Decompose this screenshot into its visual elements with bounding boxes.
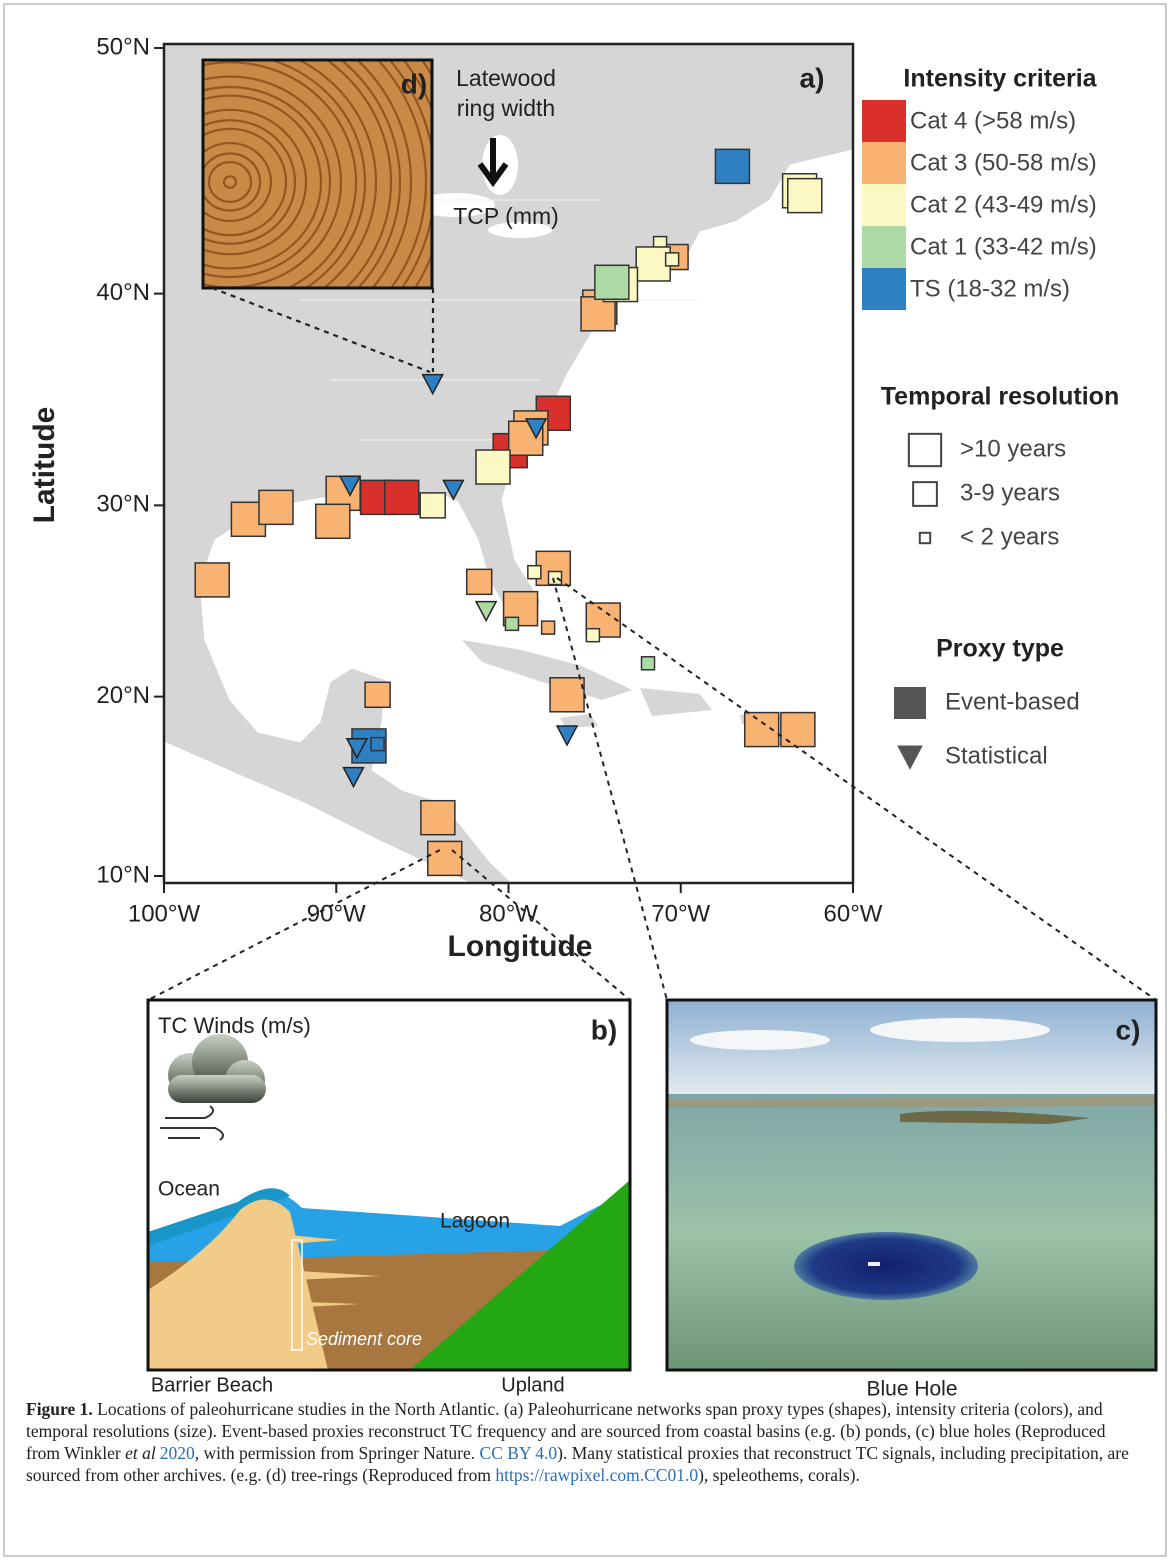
inset-title: TC Winds (m/s) <box>158 1013 311 1038</box>
legend-label: Cat 3 (50-58 m/s) <box>910 149 1097 176</box>
legend-label: TS (18-32 m/s) <box>910 275 1070 302</box>
square-marker <box>365 682 390 707</box>
inset-text: Ocean <box>158 1178 220 1201</box>
x-tick-label: 100°W <box>128 900 201 927</box>
legend-swatch <box>862 268 906 310</box>
figure-page: a) Longitude Latitude Intensity criteria… <box>0 0 1171 1561</box>
figure-caption: Figure 1. Locations of paleohurricane st… <box>26 1398 1141 1486</box>
inset-text: ring width <box>457 95 555 121</box>
legend-swatch <box>862 100 906 142</box>
legend-label: Cat 1 (33-42 m/s) <box>910 233 1097 260</box>
x-tick-label: 80°W <box>479 900 538 927</box>
size-legend-label: 3-9 years <box>960 479 1060 506</box>
triangle-marker <box>897 745 923 769</box>
x-tick-label: 70°W <box>651 900 710 927</box>
square-marker <box>195 563 229 597</box>
legend-swatch <box>862 142 906 184</box>
size-legend-label: >10 years <box>960 435 1066 462</box>
shape-legend-title: Proxy type <box>936 635 1064 663</box>
x-axis-label: Longitude <box>448 930 593 963</box>
caption-italic: et al <box>125 1443 156 1463</box>
caption-link[interactable]: CC BY 4.0 <box>480 1443 558 1463</box>
square-marker <box>528 566 541 579</box>
square-marker <box>595 265 629 299</box>
legend-label: Cat 2 (43-49 m/s) <box>910 191 1097 218</box>
inset-text: TCP (mm) <box>453 203 559 229</box>
size-legend-title: Temporal resolution <box>881 383 1119 411</box>
inset-text: Barrier Beach <box>151 1374 273 1396</box>
square-marker <box>781 713 815 747</box>
y-tick-label: 20°N <box>96 682 150 709</box>
square-marker <box>467 569 492 594</box>
shape-legend-label: Event-based <box>945 688 1080 715</box>
square-marker <box>550 678 584 712</box>
square-marker <box>476 450 510 484</box>
square-marker <box>316 504 350 538</box>
size-legend-marker <box>913 482 937 506</box>
caption-plain: , with permission from Springer Nature. <box>195 1443 480 1463</box>
square-marker <box>586 629 599 642</box>
square-marker <box>385 480 419 514</box>
inset-text: Sediment core <box>306 1329 422 1349</box>
inset-b: TC Winds (m/s) b) Ocean Lagoon Sediment … <box>148 1000 630 1396</box>
caption-link[interactable]: https://rawpixel.com.CC01.0 <box>495 1465 698 1485</box>
square-marker <box>894 687 926 719</box>
caption-plain: ), speleothems, corals). <box>698 1465 860 1485</box>
y-tick-label: 50°N <box>96 33 150 60</box>
inset-text: Upland <box>501 1374 564 1396</box>
size-legend-marker <box>909 434 941 466</box>
caption-link[interactable]: 2020 <box>160 1443 195 1463</box>
y-axis-label: Latitude <box>28 407 61 524</box>
square-marker <box>428 841 462 875</box>
panel-label: a) <box>800 62 825 93</box>
inset-c: c) Blue Hole <box>667 1000 1156 1401</box>
size-legend-label: < 2 years <box>960 523 1059 550</box>
shape-legend-label: Statistical <box>945 742 1048 769</box>
square-marker <box>642 657 655 670</box>
y-tick-label: 10°N <box>96 861 150 888</box>
square-marker <box>788 179 822 213</box>
square-marker <box>371 738 384 751</box>
x-tick-label: 90°W <box>307 900 366 927</box>
square-marker <box>420 493 445 518</box>
inset-label: d) <box>401 68 427 99</box>
inset-label: b) <box>591 1014 617 1045</box>
y-tick-label: 30°N <box>96 491 150 518</box>
legend-label: Cat 4 (>58 m/s) <box>910 107 1076 134</box>
caption-bold: Figure 1. <box>26 1399 93 1419</box>
legend-title: Intensity criteria <box>903 65 1097 93</box>
y-tick-label: 40°N <box>96 279 150 306</box>
inset-text: Latewood <box>456 65 556 91</box>
x-tick-label: 60°W <box>824 900 883 927</box>
inset-text: Lagoon <box>440 1210 510 1233</box>
figure: a) Longitude Latitude Intensity criteria… <box>0 0 1171 1561</box>
inset-label: c) <box>1116 1014 1141 1045</box>
size-legend-marker <box>920 533 930 543</box>
square-marker <box>505 617 518 630</box>
square-marker <box>259 490 293 524</box>
square-marker <box>715 149 749 183</box>
square-marker <box>666 253 679 266</box>
square-marker <box>542 621 555 634</box>
legend-swatch <box>862 184 906 226</box>
square-marker <box>421 801 455 835</box>
legend-swatch <box>862 226 906 268</box>
